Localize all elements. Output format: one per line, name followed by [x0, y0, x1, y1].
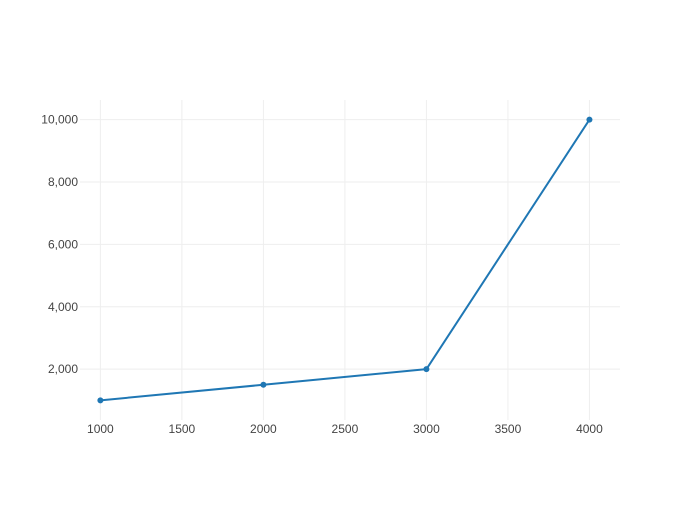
- x-tick-label: 3000: [413, 422, 440, 436]
- y-tick-label: 2,000: [48, 362, 78, 376]
- x-tick-label: 4000: [576, 422, 603, 436]
- y-tick-label: 6,000: [48, 237, 78, 251]
- x-tick-label: 1000: [87, 422, 114, 436]
- x-tick-label: 1500: [169, 422, 196, 436]
- x-axis-ticks: 1000 1500 2000 2500 3000 3500 4000: [87, 422, 603, 436]
- data-point[interactable]: [586, 116, 593, 123]
- x-tick-label: 2500: [332, 422, 359, 436]
- y-tick-label: 4,000: [48, 300, 78, 314]
- y-tick-label: 8,000: [48, 175, 78, 189]
- grid-layer: [80, 100, 620, 420]
- y-axis-ticks: 2,000 4,000 6,000 8,000 10,000: [41, 113, 78, 377]
- series-layer: [97, 116, 593, 404]
- y-tick-label: 10,000: [41, 113, 78, 127]
- series-line: [100, 119, 591, 402]
- data-point[interactable]: [260, 381, 267, 388]
- x-tick-label: 3500: [495, 422, 522, 436]
- data-point[interactable]: [97, 397, 104, 404]
- data-point[interactable]: [423, 366, 430, 373]
- x-tick-label: 2000: [250, 422, 277, 436]
